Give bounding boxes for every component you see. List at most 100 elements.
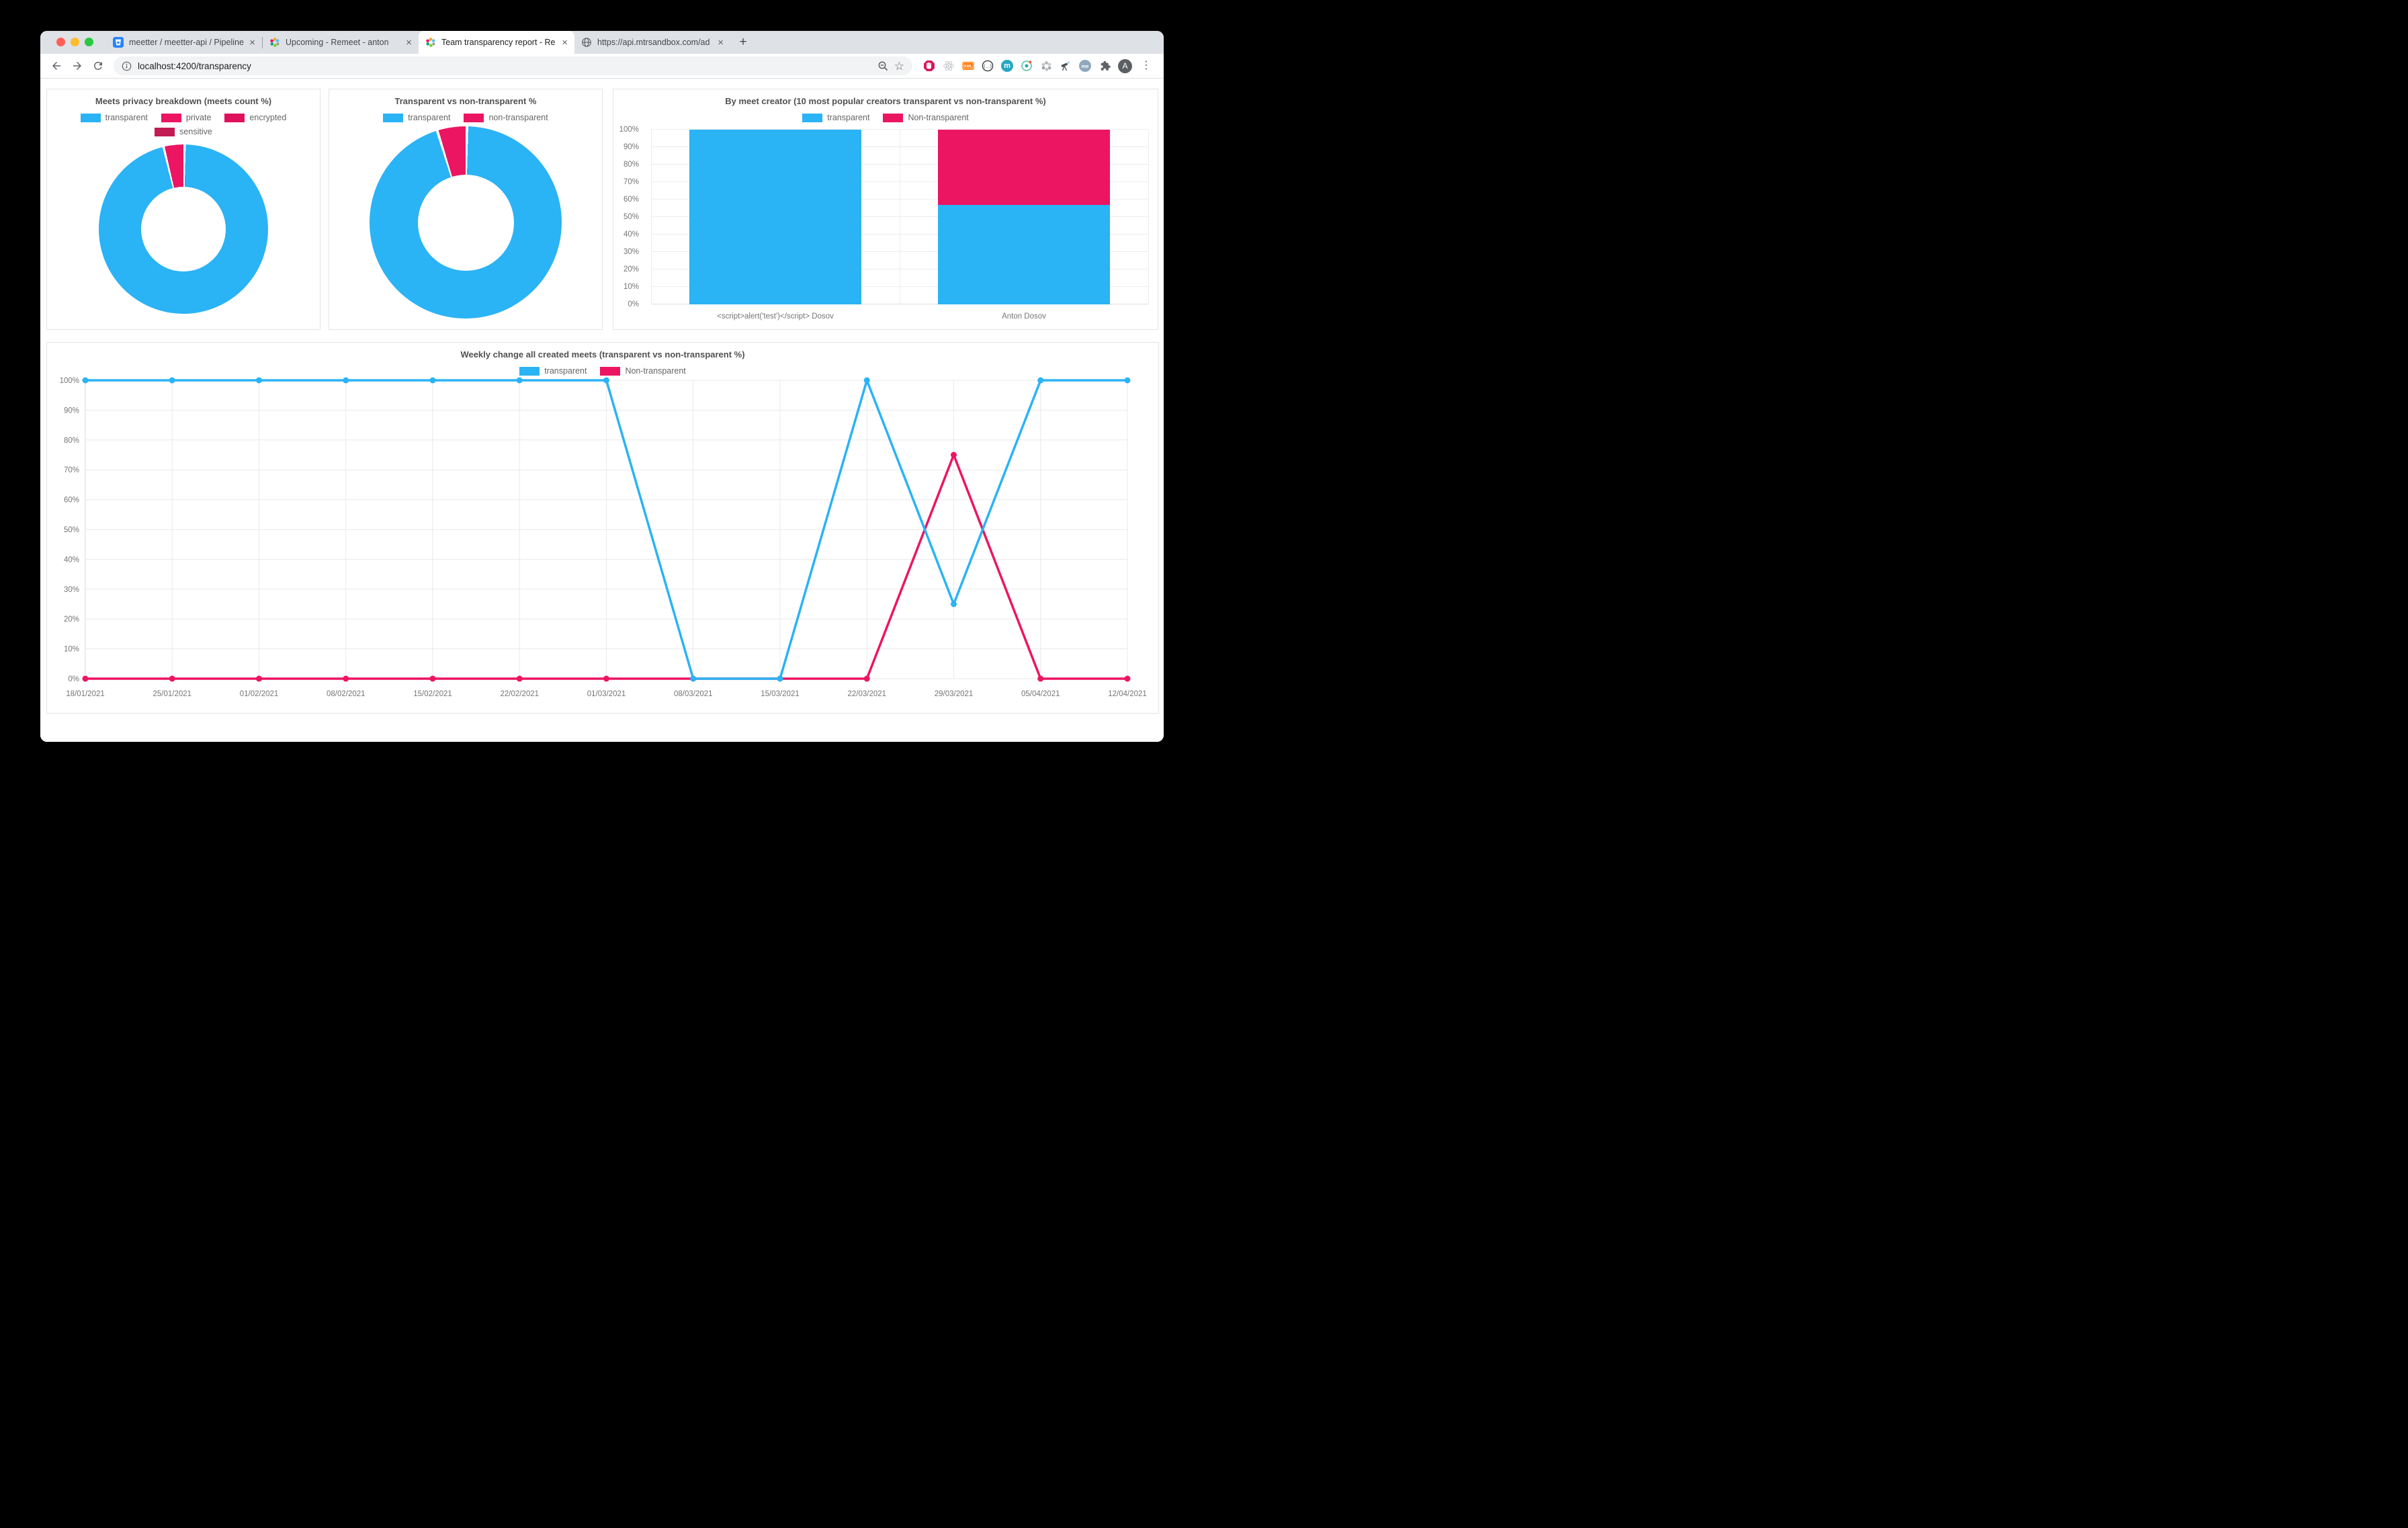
y-tick-label: 40% xyxy=(623,230,639,239)
orbit-extension-icon[interactable] xyxy=(1021,60,1033,72)
gridline xyxy=(651,130,652,304)
data-point[interactable] xyxy=(169,377,175,384)
legend-item[interactable]: encrypted xyxy=(224,113,286,122)
hand-blocker-extension-icon[interactable] xyxy=(923,60,935,72)
data-point[interactable] xyxy=(82,675,89,682)
transparency-donut-chart[interactable] xyxy=(370,126,562,319)
data-point[interactable] xyxy=(256,377,262,384)
url-text[interactable]: localhost:4200/transparency xyxy=(138,60,251,71)
data-point[interactable] xyxy=(429,675,436,682)
y-tick-label: 100% xyxy=(60,377,79,385)
site-info-icon[interactable] xyxy=(122,61,132,71)
browser-window: meetter / meetter-api / Pipeline × Upcom… xyxy=(40,31,1164,742)
extensions-puzzle-icon[interactable] xyxy=(1099,60,1111,72)
bar-segment-transparent[interactable] xyxy=(938,204,1110,304)
xml-viewer-extension-icon[interactable]: XML xyxy=(962,60,974,72)
legend-item[interactable]: transparent xyxy=(383,113,450,122)
y-tick-label: 60% xyxy=(623,196,639,204)
browser-menu-icon[interactable]: ⋮ xyxy=(1141,60,1152,71)
legend-item[interactable]: non-transparent xyxy=(464,113,548,122)
data-point[interactable] xyxy=(256,675,262,682)
tab-close-icon[interactable]: × xyxy=(249,36,255,48)
minimize-window-button[interactable] xyxy=(71,38,79,46)
legend-item[interactable]: sensitive xyxy=(155,127,212,136)
bar-segment-non-transparent[interactable] xyxy=(938,130,1110,205)
y-tick-label: 70% xyxy=(64,466,79,474)
fullscreen-window-button[interactable] xyxy=(85,38,93,46)
legend-item[interactable]: transparent xyxy=(80,113,148,122)
address-bar[interactable]: localhost:4200/transparency ☆ xyxy=(114,56,912,75)
x-tick-label: 18/01/2021 xyxy=(66,690,105,698)
data-point[interactable] xyxy=(690,675,697,682)
data-point[interactable] xyxy=(951,601,957,607)
data-point[interactable] xyxy=(516,675,523,682)
tab-separator xyxy=(262,36,263,48)
m-extension-icon[interactable]: m xyxy=(1001,60,1013,72)
tab-close-icon[interactable]: × xyxy=(406,36,412,48)
react-devtools-extension-icon[interactable] xyxy=(943,60,955,72)
privacy-donut-chart[interactable] xyxy=(99,144,268,314)
gridline xyxy=(651,129,1148,130)
chart-legend: transparent Non-transparent xyxy=(613,113,1158,122)
data-point[interactable] xyxy=(343,675,349,682)
legend-label: non-transparent xyxy=(488,113,548,122)
transparent-vs-nontransparent-card: Transparent vs non-transparent % transpa… xyxy=(329,89,603,330)
forward-button[interactable] xyxy=(68,57,86,75)
data-point[interactable] xyxy=(429,377,436,384)
creator-bar-chart[interactable] xyxy=(651,129,1149,304)
bar-column[interactable] xyxy=(689,130,861,304)
legend-item[interactable]: Non-transparent xyxy=(883,113,969,122)
tab-title: https://api.mtrsandbox.com/ad xyxy=(597,38,710,47)
data-point[interactable] xyxy=(516,377,523,384)
x-tick-label: 29/03/2021 xyxy=(935,690,974,698)
data-point[interactable] xyxy=(1124,377,1131,384)
tab-api-sandbox[interactable]: https://api.mtrsandbox.com/ad × xyxy=(574,31,730,54)
legend-item[interactable]: private xyxy=(161,113,211,122)
legend-item[interactable]: transparent xyxy=(519,366,587,376)
tab-upcoming[interactable]: Upcoming - Remeet - anton × xyxy=(263,31,419,54)
tab-title: Team transparency report - Re xyxy=(441,38,556,47)
back-button[interactable] xyxy=(47,57,65,75)
json-formatter-extension-icon[interactable]: {…} xyxy=(982,60,994,72)
bar-y-axis: 0% 10% 20% 30% 40% 50% 60% 70% 80% 90% 100% xyxy=(613,126,644,308)
bar-segment-transparent[interactable] xyxy=(689,130,861,304)
data-point[interactable] xyxy=(1037,377,1044,384)
data-point[interactable] xyxy=(603,377,609,384)
tab-close-icon[interactable]: × xyxy=(562,36,568,48)
zoom-out-icon[interactable] xyxy=(877,60,888,71)
tab-pipelines[interactable]: meetter / meetter-api / Pipeline × xyxy=(106,31,262,54)
close-window-button[interactable] xyxy=(56,38,65,46)
data-point[interactable] xyxy=(603,675,609,682)
data-point[interactable] xyxy=(1037,675,1044,682)
y-tick-label: 40% xyxy=(64,556,79,564)
weekly-line-chart[interactable]: 0% 10% 20% 30% 40% 50% 60% 70% 80% 90% 100% 18/01/2… xyxy=(47,343,1158,713)
data-point[interactable] xyxy=(169,675,175,682)
tab-transparency-report-active[interactable]: Team transparency report - Re × xyxy=(419,31,574,54)
remeet-icon xyxy=(426,38,435,47)
telescope-extension-icon[interactable] xyxy=(1060,60,1072,72)
legend-swatch xyxy=(161,113,181,122)
donut-wrap xyxy=(329,122,602,319)
data-point[interactable] xyxy=(343,377,349,384)
legend-label: encrypted xyxy=(249,113,287,122)
data-point[interactable] xyxy=(951,452,957,458)
data-point[interactable] xyxy=(777,675,783,682)
legend-item[interactable]: transparent xyxy=(802,113,869,122)
meet-gray-extension-icon[interactable] xyxy=(1040,60,1052,72)
data-point[interactable] xyxy=(863,377,870,384)
bookmark-star-icon[interactable]: ☆ xyxy=(894,59,904,73)
bar-column[interactable] xyxy=(938,130,1110,304)
chart-title: By meet creator (10 most popular creator… xyxy=(725,96,1046,106)
profile-avatar[interactable]: A xyxy=(1118,58,1132,73)
legend-item[interactable]: Non-transparent xyxy=(600,366,686,376)
y-tick-label: 0% xyxy=(68,675,79,683)
tab-close-icon[interactable]: × xyxy=(718,36,724,48)
tab-title: Upcoming - Remeet - anton xyxy=(286,38,389,47)
reload-button[interactable] xyxy=(89,57,107,75)
data-point[interactable] xyxy=(863,675,870,682)
me-extension-icon[interactable]: me xyxy=(1079,60,1091,72)
data-point[interactable] xyxy=(1124,675,1131,682)
bitbucket-icon xyxy=(113,37,124,48)
data-point[interactable] xyxy=(82,377,89,384)
new-tab-button[interactable]: + xyxy=(739,35,747,49)
